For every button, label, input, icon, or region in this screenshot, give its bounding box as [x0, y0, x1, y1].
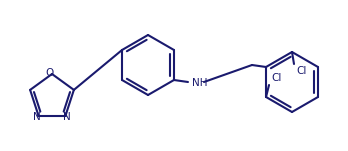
Text: Cl: Cl [296, 66, 306, 76]
Text: NH: NH [192, 78, 207, 88]
Text: N: N [63, 112, 70, 122]
Text: N: N [33, 112, 40, 122]
Text: O: O [46, 68, 54, 78]
Text: Cl: Cl [271, 73, 282, 83]
